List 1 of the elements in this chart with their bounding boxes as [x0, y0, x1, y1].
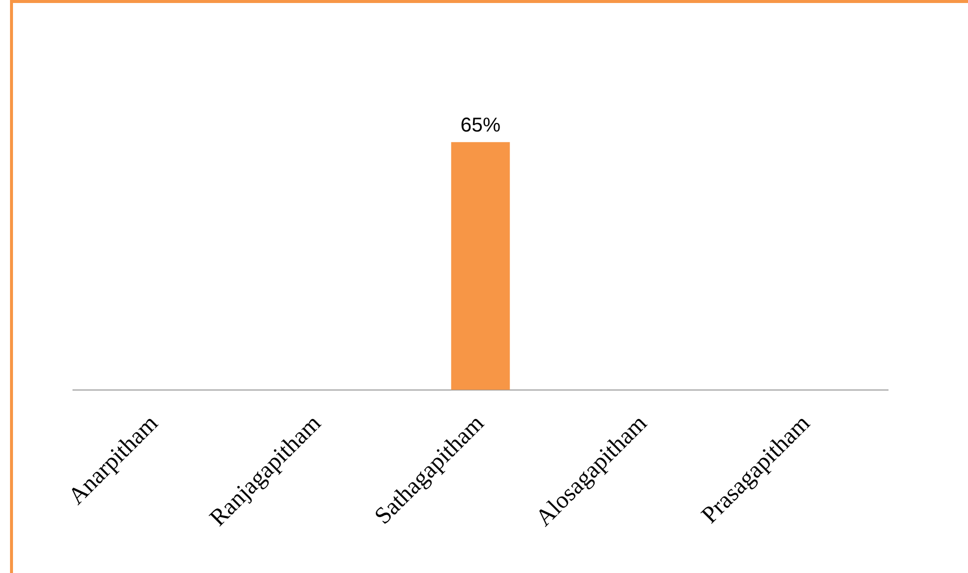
data-label: 65% [460, 114, 501, 137]
